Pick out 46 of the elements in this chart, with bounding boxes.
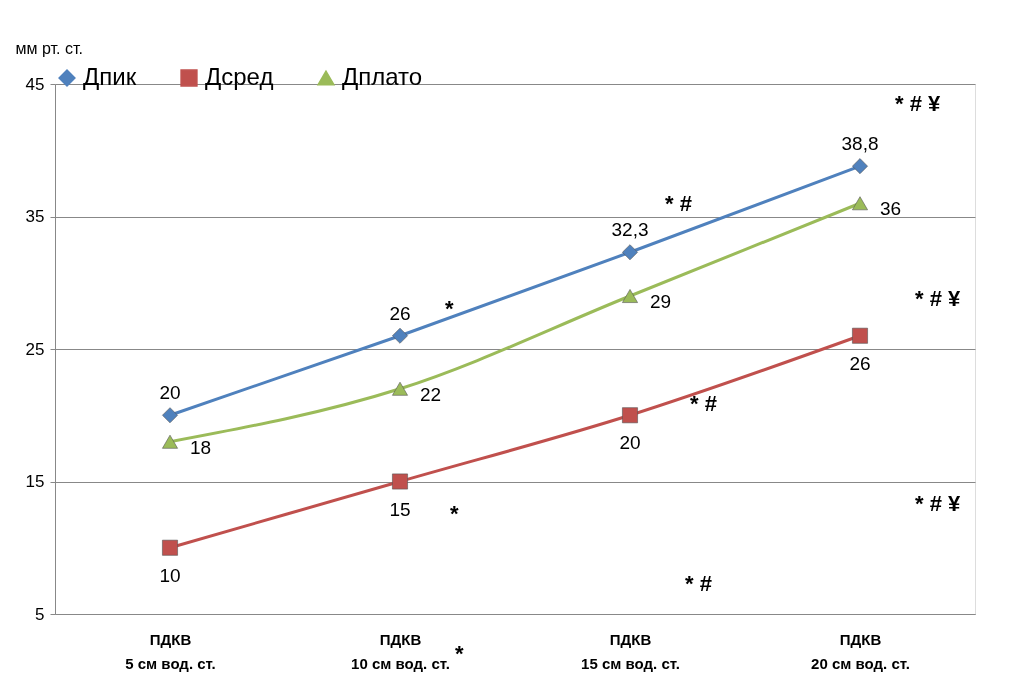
y-tick-label: 45 xyxy=(25,74,45,94)
legend-label: Дпик xyxy=(83,63,137,90)
data-label: 20 xyxy=(159,382,181,404)
point xyxy=(852,158,868,175)
point xyxy=(622,407,638,424)
data-label: 15 xyxy=(389,498,411,520)
data-label: 38,8 xyxy=(841,133,879,155)
point xyxy=(852,327,868,344)
point xyxy=(392,327,408,344)
data-label: 20 xyxy=(619,432,641,454)
annotation: * # ¥ xyxy=(915,491,962,516)
data-label: 29 xyxy=(650,291,672,312)
y-tick-label: 25 xyxy=(25,339,45,359)
data-label: 10 xyxy=(159,564,181,586)
data-label: 18 xyxy=(190,436,212,458)
legend-label: Дплато xyxy=(342,63,423,90)
text: * xyxy=(455,641,464,666)
x-tick-label: ПДКВ 10 см вод. ст. xyxy=(351,630,450,672)
point xyxy=(392,381,408,396)
annotation: * # ¥ xyxy=(915,286,962,311)
annotation: * # xyxy=(685,571,712,596)
point xyxy=(622,289,638,303)
y-tick-label: 5 xyxy=(35,604,45,624)
data-label: 32,3 xyxy=(611,219,649,241)
annotation: * xyxy=(445,296,454,321)
point xyxy=(162,434,178,449)
x-tick-label: ПДКВ 5 см вод. ст. xyxy=(125,630,216,672)
annotation: * # ¥ xyxy=(895,91,942,116)
point xyxy=(162,407,178,424)
legend-label: Дсред xyxy=(205,63,274,90)
data-label: 22 xyxy=(420,383,442,405)
annotation: * xyxy=(450,501,459,526)
point xyxy=(162,539,178,556)
annotation: * # xyxy=(690,391,717,416)
data-label: 26 xyxy=(849,352,871,374)
data-label: 36 xyxy=(880,198,902,220)
y-axis-title: мм рт. ст. xyxy=(15,39,83,57)
point xyxy=(622,244,638,261)
x-tick-label: ПДКВ 15 см вод. ст. xyxy=(581,630,680,672)
annotation: * # xyxy=(665,191,692,216)
data-label: 26 xyxy=(389,302,411,324)
point xyxy=(392,473,408,490)
point xyxy=(852,196,868,211)
y-tick-label: 15 xyxy=(25,472,45,491)
x-tick-label: ПДКВ 20 см вод. ст. xyxy=(811,630,910,672)
y-tick-label: 35 xyxy=(25,207,45,226)
